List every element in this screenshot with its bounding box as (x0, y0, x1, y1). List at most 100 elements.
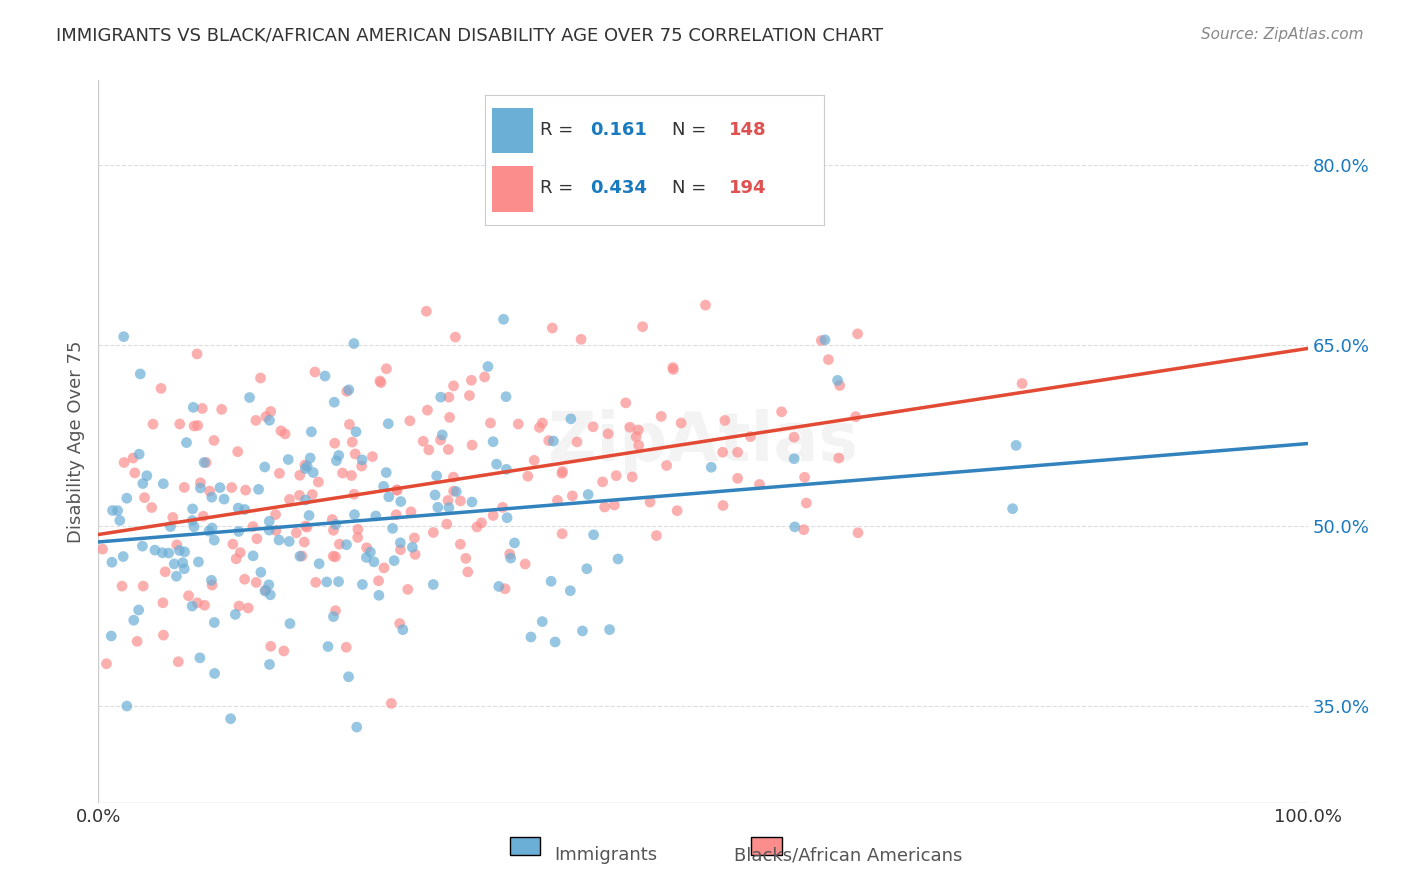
Immigrants (173, 545, 195, 559)
Blacks/African Americans (183, 419, 205, 434)
Immigrants (1001, 501, 1024, 516)
Immigrants (101, 555, 124, 569)
Immigrants (294, 461, 316, 475)
Immigrants (159, 519, 181, 533)
Immigrants (531, 615, 554, 629)
Immigrants (224, 607, 246, 622)
Blacks/African Americans (305, 575, 328, 590)
Immigrants (165, 569, 187, 583)
Blacks/African Americans (449, 537, 471, 551)
Immigrants (176, 435, 198, 450)
Immigrants (700, 460, 723, 475)
Blacks/African Americans (195, 456, 218, 470)
Blacks/African Americans (269, 467, 291, 481)
Immigrants (202, 615, 225, 630)
Blacks/African Americans (529, 420, 551, 434)
Blacks/African Americans (614, 396, 637, 410)
Immigrants (544, 635, 567, 649)
Blacks/African Americans (339, 417, 361, 432)
Blacks/African Americans (173, 480, 195, 494)
Immigrants (335, 538, 357, 552)
Immigrants (375, 466, 398, 480)
Immigrants (259, 413, 281, 427)
Blacks/African Americans (152, 628, 174, 642)
Blacks/African Americans (152, 596, 174, 610)
Blacks/African Americans (295, 520, 318, 534)
Immigrants (107, 503, 129, 517)
Blacks/African Americans (385, 483, 408, 498)
Blacks/African Americans (627, 438, 650, 452)
Blacks/African Americans (561, 489, 583, 503)
Immigrants (208, 481, 231, 495)
Immigrants (200, 574, 222, 588)
Blacks/African Americans (177, 589, 200, 603)
Blacks/African Americans (429, 433, 451, 447)
Immigrants (128, 447, 150, 461)
Immigrants (381, 521, 404, 535)
Blacks/African Americans (122, 451, 145, 466)
Blacks/African Americans (565, 434, 588, 449)
Text: Immigrants: Immigrants (555, 847, 658, 864)
Blacks/African Americans (347, 522, 370, 536)
Blacks/African Americans (274, 426, 297, 441)
Blacks/African Americans (711, 445, 734, 459)
Immigrants (323, 395, 346, 409)
Blacks/African Americans (254, 409, 277, 424)
Immigrants (571, 624, 593, 638)
Immigrants (783, 520, 806, 534)
Immigrants (226, 501, 249, 516)
Blacks/African Americans (479, 416, 502, 430)
Blacks/African Americans (370, 376, 392, 390)
Immigrants (267, 533, 290, 547)
Y-axis label: Disability Age Over 75: Disability Age Over 75 (66, 340, 84, 543)
Immigrants (101, 503, 124, 517)
Blacks/African Americans (783, 430, 806, 444)
Blacks/African Americans (592, 475, 614, 489)
Immigrants (496, 510, 519, 524)
Immigrants (488, 579, 510, 593)
Blacks/African Americans (385, 483, 408, 497)
Blacks/African Americans (494, 582, 516, 596)
Immigrants (422, 577, 444, 591)
Immigrants (389, 494, 412, 508)
Immigrants (115, 491, 138, 506)
Immigrants (152, 476, 174, 491)
Blacks/African Americans (582, 419, 605, 434)
Immigrants (426, 468, 449, 483)
Immigrants (163, 557, 186, 571)
Blacks/African Americans (444, 330, 467, 344)
Blacks/African Americans (228, 599, 250, 613)
Blacks/African Americans (332, 466, 354, 480)
Blacks/African Americans (211, 402, 233, 417)
Blacks/African Americans (307, 475, 329, 489)
Blacks/African Americans (193, 599, 215, 613)
Immigrants (373, 479, 395, 493)
Blacks/African Americans (361, 450, 384, 464)
Blacks/African Americans (294, 458, 316, 472)
Blacks/African Americans (631, 319, 654, 334)
Blacks/African Americans (155, 565, 177, 579)
Blacks/African Americans (650, 409, 672, 424)
Immigrants (299, 450, 322, 465)
Blacks/African Americans (531, 416, 554, 430)
Immigrants (314, 369, 336, 384)
Blacks/African Americans (260, 404, 283, 418)
Immigrants (132, 476, 155, 491)
Blacks/African Americans (264, 508, 287, 522)
Immigrants (520, 630, 543, 644)
Immigrants (461, 495, 484, 509)
Blacks/African Americans (1011, 376, 1033, 391)
Blacks/African Americans (221, 481, 243, 495)
Blacks/African Americans (439, 410, 461, 425)
Immigrants (337, 383, 360, 397)
Blacks/African Americans (233, 572, 256, 586)
Immigrants (363, 555, 385, 569)
Immigrants (325, 517, 347, 532)
Immigrants (814, 333, 837, 347)
Blacks/African Americans (254, 583, 277, 598)
Blacks/African Americans (328, 537, 350, 551)
Blacks/African Americans (638, 495, 661, 509)
Text: Blacks/African Americans: Blacks/African Americans (734, 847, 962, 864)
Blacks/African Americans (793, 523, 815, 537)
Immigrants (1005, 438, 1028, 452)
